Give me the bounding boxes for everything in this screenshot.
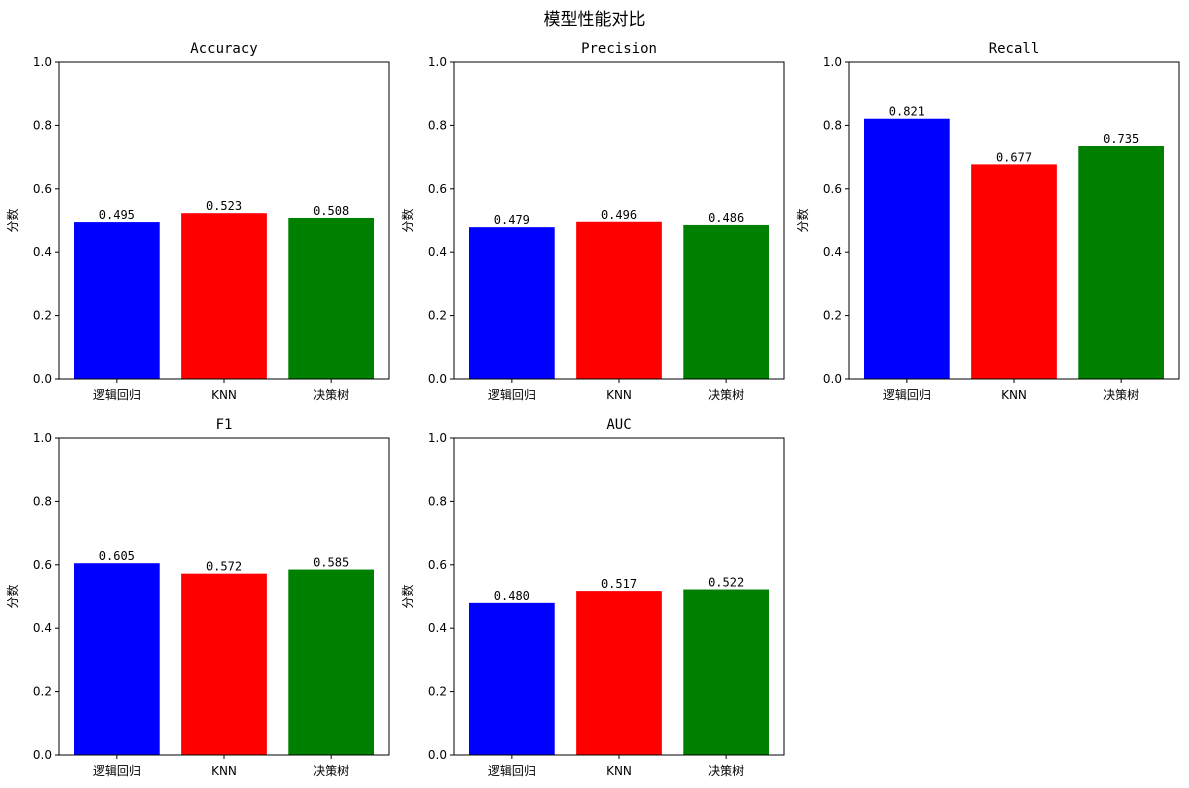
auc-y-tick-label: 0.4 — [428, 621, 447, 635]
recall-y-axis-label: 分数 — [795, 208, 810, 232]
accuracy-x-tick-label: 逻辑回归 — [93, 388, 141, 402]
f1-y-tick-label: 1.0 — [33, 431, 52, 445]
recall-axes-frame — [848, 61, 1180, 380]
f1-bar-1 — [74, 563, 160, 755]
auc-x-tick-label: 决策树 — [708, 763, 744, 778]
f1-x-tick-label: 逻辑回归 — [93, 764, 141, 778]
f1-axes-frame — [58, 437, 390, 756]
accuracy-bar-2 — [181, 213, 267, 379]
accuracy-data-label-2: 0.523 — [206, 199, 242, 213]
accuracy-x-tick-label: 决策树 — [313, 387, 349, 402]
accuracy-title: Accuracy — [190, 41, 257, 57]
accuracy-y-tick-label: 0.2 — [33, 309, 52, 323]
f1-x-tick-label: 决策树 — [313, 763, 349, 778]
subplot-f1: F1 分数 0.0 0.2 0.4 0.6 0.8 1.0 0.605 逻辑回归 0.572 KNN 0… — [5, 417, 390, 778]
auc-data-label-3: 0.522 — [708, 576, 744, 590]
precision-axes-frame — [453, 61, 785, 380]
auc-data-label-1: 0.480 — [494, 589, 530, 603]
f1-y-tick-label: 0.6 — [33, 558, 52, 572]
f1-title: F1 — [216, 417, 233, 433]
precision-x-tick-label: 逻辑回归 — [488, 388, 536, 402]
precision-y-tick-label: 0.6 — [428, 182, 447, 196]
accuracy-y-axis-label: 分数 — [5, 208, 20, 232]
recall-y-tick-label: 0.6 — [823, 182, 842, 196]
subplot-accuracy: Accuracy 分数 0.0 0.2 0.4 0.6 0.8 1.0 0.495 逻辑回归 0.5… — [5, 41, 390, 402]
accuracy-y-tick-label: 0.8 — [33, 118, 52, 132]
precision-title: Precision — [581, 41, 657, 57]
recall-x-tick-label: 决策树 — [1103, 387, 1139, 402]
figure-title: 模型性能对比 — [544, 10, 646, 30]
auc-bar-1 — [469, 602, 555, 755]
precision-data-label-2: 0.496 — [601, 208, 637, 222]
accuracy-y-tick-label: 0.4 — [33, 245, 52, 259]
precision-y-axis-label: 分数 — [400, 208, 415, 232]
f1-y-tick-label: 0.2 — [33, 685, 52, 699]
accuracy-bar-1 — [74, 222, 160, 379]
precision-x-tick-label: 决策树 — [708, 387, 744, 402]
auc-title: AUC — [606, 417, 631, 433]
accuracy-x-tick-label: KNN — [211, 388, 237, 402]
recall-y-tick-label: 0.0 — [823, 372, 842, 386]
recall-bar-3 — [1078, 146, 1164, 379]
precision-data-label-1: 0.479 — [494, 213, 530, 227]
precision-x-tick-label: KNN — [606, 388, 632, 402]
accuracy-axes-frame — [58, 61, 390, 380]
recall-bar-2 — [971, 164, 1057, 379]
precision-y-tick-label: 0.2 — [428, 309, 447, 323]
precision-bar-3 — [683, 224, 769, 379]
recall-bar-1 — [864, 118, 950, 380]
auc-bar-2 — [576, 591, 662, 755]
subplot-auc: AUC 分数 0.0 0.2 0.4 0.6 0.8 1.0 0.480 逻辑回归 0.517 KNN… — [400, 417, 785, 778]
recall-y-tick-label: 0.4 — [823, 245, 842, 259]
accuracy-data-label-1: 0.495 — [99, 208, 135, 222]
precision-bar-1 — [469, 227, 555, 379]
precision-y-tick-label: 0.4 — [428, 245, 447, 259]
auc-bar-3 — [683, 589, 769, 755]
auc-y-tick-label: 0.8 — [428, 494, 447, 508]
auc-y-tick-label: 0.6 — [428, 558, 447, 572]
auc-data-label-2: 0.517 — [601, 577, 637, 591]
subplot-precision: Precision 分数 0.0 0.2 0.4 0.6 0.8 1.0 0.479 逻辑回归 0.… — [400, 41, 785, 402]
recall-y-tick-label: 0.2 — [823, 309, 842, 323]
recall-data-label-3: 0.735 — [1103, 132, 1139, 146]
auc-y-tick-label: 0.0 — [428, 748, 447, 762]
recall-title: Recall — [989, 41, 1040, 57]
precision-bar-2 — [576, 221, 662, 379]
f1-bar-2 — [181, 573, 267, 755]
precision-data-label-3: 0.486 — [708, 211, 744, 225]
accuracy-y-tick-label: 1.0 — [33, 55, 52, 69]
precision-y-tick-label: 1.0 — [428, 55, 447, 69]
f1-y-tick-label: 0.0 — [33, 748, 52, 762]
accuracy-data-label-3: 0.508 — [313, 204, 349, 218]
subplot-recall: Recall 分数 0.0 0.2 0.4 0.6 0.8 1.0 0.821 逻辑回归 0.677… — [795, 41, 1180, 402]
auc-y-tick-label: 1.0 — [428, 431, 447, 445]
accuracy-bar-3 — [288, 217, 374, 379]
recall-x-tick-label: KNN — [1001, 388, 1027, 402]
accuracy-y-tick-label: 0.6 — [33, 182, 52, 196]
f1-y-axis-label: 分数 — [5, 584, 20, 608]
f1-data-label-2: 0.572 — [206, 560, 242, 574]
precision-y-tick-label: 0.0 — [428, 372, 447, 386]
auc-y-axis-label: 分数 — [400, 584, 415, 608]
auc-x-tick-label: KNN — [606, 764, 632, 778]
auc-x-tick-label: 逻辑回归 — [488, 764, 536, 778]
recall-y-tick-label: 1.0 — [823, 55, 842, 69]
precision-y-tick-label: 0.8 — [428, 118, 447, 132]
auc-y-tick-label: 0.2 — [428, 685, 447, 699]
f1-x-tick-label: KNN — [211, 764, 237, 778]
f1-bar-3 — [288, 569, 374, 755]
f1-data-label-3: 0.585 — [313, 556, 349, 570]
recall-x-tick-label: 逻辑回归 — [883, 388, 931, 402]
recall-y-tick-label: 0.8 — [823, 118, 842, 132]
recall-data-label-2: 0.677 — [996, 150, 1032, 164]
subplots: Accuracy 分数 0.0 0.2 0.4 0.6 0.8 1.0 0.495 逻辑回归 0.5… — [5, 41, 1180, 778]
auc-axes-frame — [453, 437, 785, 756]
f1-y-tick-label: 0.4 — [33, 621, 52, 635]
f1-y-tick-label: 0.8 — [33, 494, 52, 508]
recall-data-label-1: 0.821 — [889, 105, 925, 119]
accuracy-y-tick-label: 0.0 — [33, 372, 52, 386]
f1-data-label-1: 0.605 — [99, 549, 135, 563]
